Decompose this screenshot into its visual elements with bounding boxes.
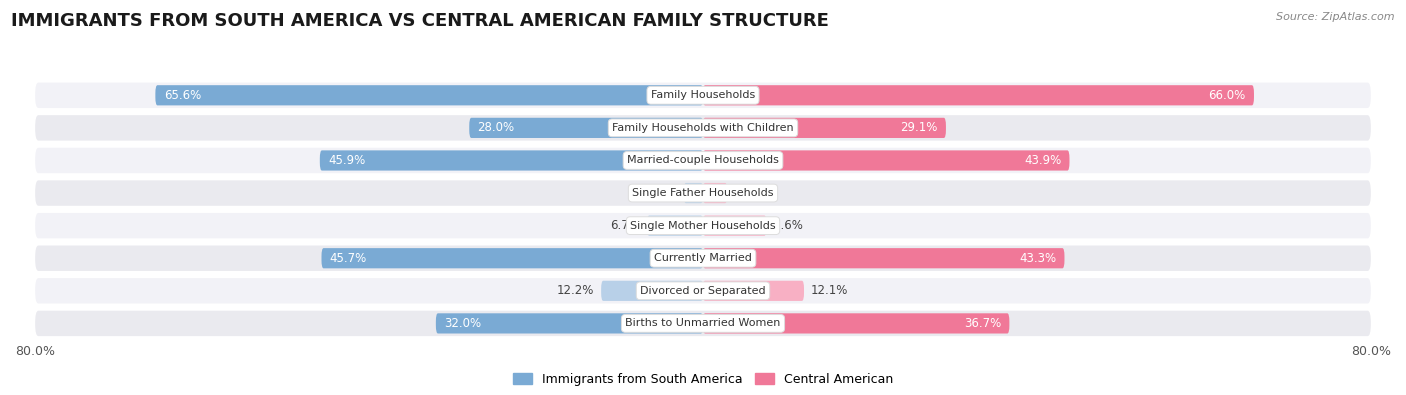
FancyBboxPatch shape — [35, 83, 1371, 108]
Text: Births to Unmarried Women: Births to Unmarried Women — [626, 318, 780, 328]
FancyBboxPatch shape — [35, 213, 1371, 238]
Text: 32.0%: 32.0% — [444, 317, 481, 330]
Text: 45.9%: 45.9% — [328, 154, 366, 167]
Text: Married-couple Households: Married-couple Households — [627, 156, 779, 166]
Text: Source: ZipAtlas.com: Source: ZipAtlas.com — [1277, 12, 1395, 22]
Text: 43.3%: 43.3% — [1019, 252, 1056, 265]
Text: 36.7%: 36.7% — [963, 317, 1001, 330]
FancyBboxPatch shape — [35, 278, 1371, 303]
FancyBboxPatch shape — [319, 150, 703, 171]
FancyBboxPatch shape — [35, 115, 1371, 141]
Text: 2.3%: 2.3% — [647, 186, 678, 199]
FancyBboxPatch shape — [155, 85, 703, 105]
FancyBboxPatch shape — [703, 118, 946, 138]
FancyBboxPatch shape — [436, 313, 703, 333]
FancyBboxPatch shape — [647, 216, 703, 236]
Text: 28.0%: 28.0% — [478, 121, 515, 134]
FancyBboxPatch shape — [35, 181, 1371, 206]
Text: Family Households with Children: Family Households with Children — [612, 123, 794, 133]
Text: 29.1%: 29.1% — [900, 121, 938, 134]
Text: IMMIGRANTS FROM SOUTH AMERICA VS CENTRAL AMERICAN FAMILY STRUCTURE: IMMIGRANTS FROM SOUTH AMERICA VS CENTRAL… — [11, 12, 830, 30]
FancyBboxPatch shape — [35, 311, 1371, 336]
FancyBboxPatch shape — [35, 246, 1371, 271]
Text: Single Father Households: Single Father Households — [633, 188, 773, 198]
FancyBboxPatch shape — [703, 281, 804, 301]
Text: 12.2%: 12.2% — [557, 284, 595, 297]
Text: Family Households: Family Households — [651, 90, 755, 100]
Text: 45.7%: 45.7% — [330, 252, 367, 265]
FancyBboxPatch shape — [322, 248, 703, 268]
Text: 6.7%: 6.7% — [610, 219, 640, 232]
Text: Currently Married: Currently Married — [654, 253, 752, 263]
FancyBboxPatch shape — [683, 183, 703, 203]
Text: 12.1%: 12.1% — [811, 284, 848, 297]
FancyBboxPatch shape — [602, 281, 703, 301]
FancyBboxPatch shape — [703, 216, 766, 236]
FancyBboxPatch shape — [703, 85, 1254, 105]
Text: Single Mother Households: Single Mother Households — [630, 221, 776, 231]
FancyBboxPatch shape — [703, 150, 1070, 171]
FancyBboxPatch shape — [703, 183, 727, 203]
Text: Divorced or Separated: Divorced or Separated — [640, 286, 766, 296]
Text: 43.9%: 43.9% — [1024, 154, 1062, 167]
Text: 66.0%: 66.0% — [1208, 89, 1246, 102]
FancyBboxPatch shape — [703, 248, 1064, 268]
FancyBboxPatch shape — [35, 148, 1371, 173]
FancyBboxPatch shape — [470, 118, 703, 138]
Text: 65.6%: 65.6% — [163, 89, 201, 102]
Legend: Immigrants from South America, Central American: Immigrants from South America, Central A… — [508, 368, 898, 391]
FancyBboxPatch shape — [703, 313, 1010, 333]
Text: 7.6%: 7.6% — [773, 219, 803, 232]
Text: 2.9%: 2.9% — [734, 186, 763, 199]
